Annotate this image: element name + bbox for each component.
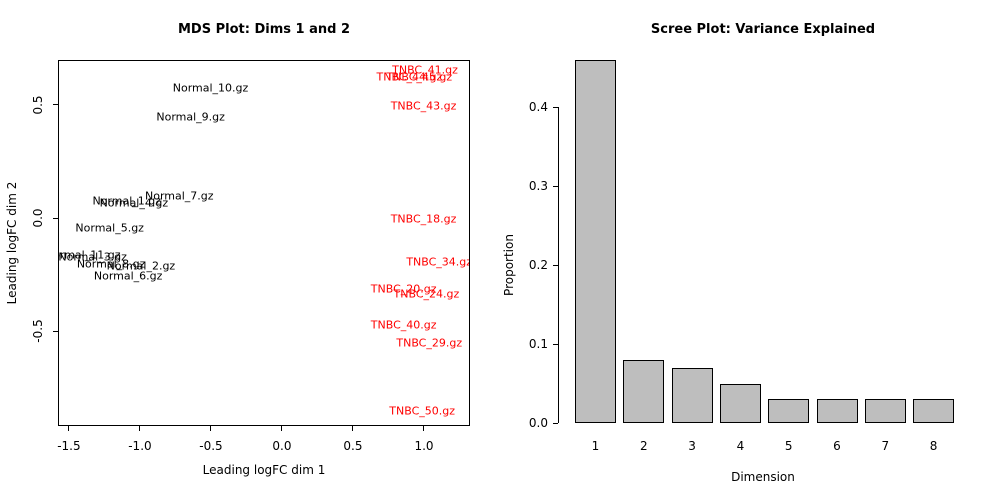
scree-y-tick-label: 0.4 [528, 100, 548, 114]
mds-x-tick-mark [281, 426, 283, 431]
mds-sample-label: TNBC_44.gz [376, 70, 443, 84]
mds-sample-label: TNBC_41.gz [392, 63, 458, 77]
scree-bar [864, 399, 906, 423]
mds-sample-label: Normal_5.gz [75, 221, 144, 235]
scree-x-category-label: 1 [591, 439, 600, 453]
scree-plot-title: Scree Plot: Variance Explained [650, 22, 876, 37]
scree-bar [816, 399, 858, 423]
mds-sample-label: Normal_1.gz [92, 194, 162, 208]
mds-x-tick-label: 0.0 [272, 439, 292, 453]
mds-sample-label: Normal_6.gz [93, 269, 163, 283]
scree-y-tick-label: 0.3 [528, 179, 548, 193]
scree-y-tick-mark [553, 422, 558, 424]
mds-sample-label: TNBC_20.gz [370, 282, 437, 296]
scree-x-category-label: 3 [688, 439, 696, 453]
mds-sample-label: TNBC_43.gz [390, 99, 457, 113]
mds-sample-label: TNBC_40.gz [370, 318, 437, 332]
scree-x-category-label: 5 [784, 439, 793, 453]
mds-x-tick-mark [423, 426, 425, 431]
mds-x-tick-label: 0.5 [343, 439, 363, 453]
mds-sample-label: TNBC_18.gz [390, 212, 457, 226]
scree-y-axis-line [558, 107, 559, 423]
mds-sample-label: Normal_9.gz [156, 110, 225, 124]
scree-x-category-label: 4 [736, 439, 745, 453]
scree-x-category-label: 7 [881, 439, 890, 453]
mds-plot-area: Normal_10.gz Normal_9.gz Normal_7.gz Normal… [58, 60, 470, 426]
scree-y-tick-label: 0.1 [528, 337, 548, 351]
mds-sample-label: TNBC_45.gz [386, 70, 453, 84]
scree-y-tick-mark [553, 106, 558, 108]
mds-x-tick-label: -0.5 [199, 439, 223, 453]
mds-y-tick-mark [53, 104, 58, 106]
mds-y-tick-label: 0.5 [31, 95, 45, 115]
scree-y-tick-mark [553, 185, 558, 187]
scree-x-category-label: 2 [639, 439, 648, 453]
scree-bar [671, 367, 713, 423]
scree-bar [623, 359, 665, 423]
scree-x-category-label: 8 [929, 439, 938, 453]
scree-y-tick-mark [553, 264, 558, 266]
mds-x-tick-label: -1.0 [128, 439, 152, 453]
mds-sample-label: Normal_7.gz [145, 189, 214, 203]
mds-plot-title: MDS Plot: Dims 1 and 2 [177, 22, 350, 37]
mds-xaxis-label: Leading logFC dim 1 [202, 463, 326, 477]
mds-sample-label: Normal_11.gz [59, 248, 121, 262]
mds-y-tick-mark [53, 217, 58, 219]
scree-bar [575, 59, 616, 423]
scree-y-tick-label: 0.0 [528, 416, 548, 430]
mds-x-tick-label: 1.0 [414, 439, 434, 453]
scree-bar [913, 399, 955, 423]
mds-y-tick-label: 0.0 [31, 208, 45, 228]
mds-yaxis-label: Leading logFC dim 2 [5, 181, 19, 305]
mds-y-tick-mark [53, 330, 58, 332]
mds-x-tick-label: -1.5 [57, 439, 81, 453]
scree-y-tick-label: 0.2 [528, 258, 548, 272]
mds-sample-label: TNBC_34.gz [406, 255, 470, 269]
scree-y-tick-mark [553, 343, 558, 345]
scree-x-category-label: 6 [833, 439, 841, 453]
mds-x-tick-mark [210, 426, 212, 431]
mds-x-tick-mark [352, 426, 354, 431]
mds-sample-label: TNBC_24.gz [393, 287, 460, 301]
mds-sample-label: Normal_10.gz [172, 81, 249, 95]
mds-sample-label: Normal_4.gz [99, 196, 169, 210]
mds-sample-label: TNBC_50.gz [389, 404, 456, 418]
mds-sample-label: TNBC_29.gz [396, 336, 463, 350]
mds-x-tick-mark [68, 426, 70, 431]
scree-bar [719, 383, 761, 423]
scree-yaxis-label: Proportion [502, 234, 516, 296]
scree-xaxis-label: Dimension [731, 470, 795, 484]
mds-y-tick-label: -0.5 [31, 319, 45, 343]
scree-bar [768, 399, 810, 423]
mds-x-tick-mark [139, 426, 141, 431]
mds-sample-label: Normal_8.gz [76, 257, 146, 271]
mds-sample-label: Normal_3.gz [58, 250, 127, 264]
mds-sample-label: Normal_2.gz [106, 259, 176, 273]
